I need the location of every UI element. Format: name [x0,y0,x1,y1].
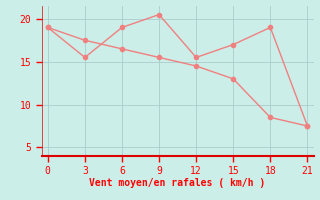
X-axis label: Vent moyen/en rafales ( km/h ): Vent moyen/en rafales ( km/h ) [90,178,266,188]
